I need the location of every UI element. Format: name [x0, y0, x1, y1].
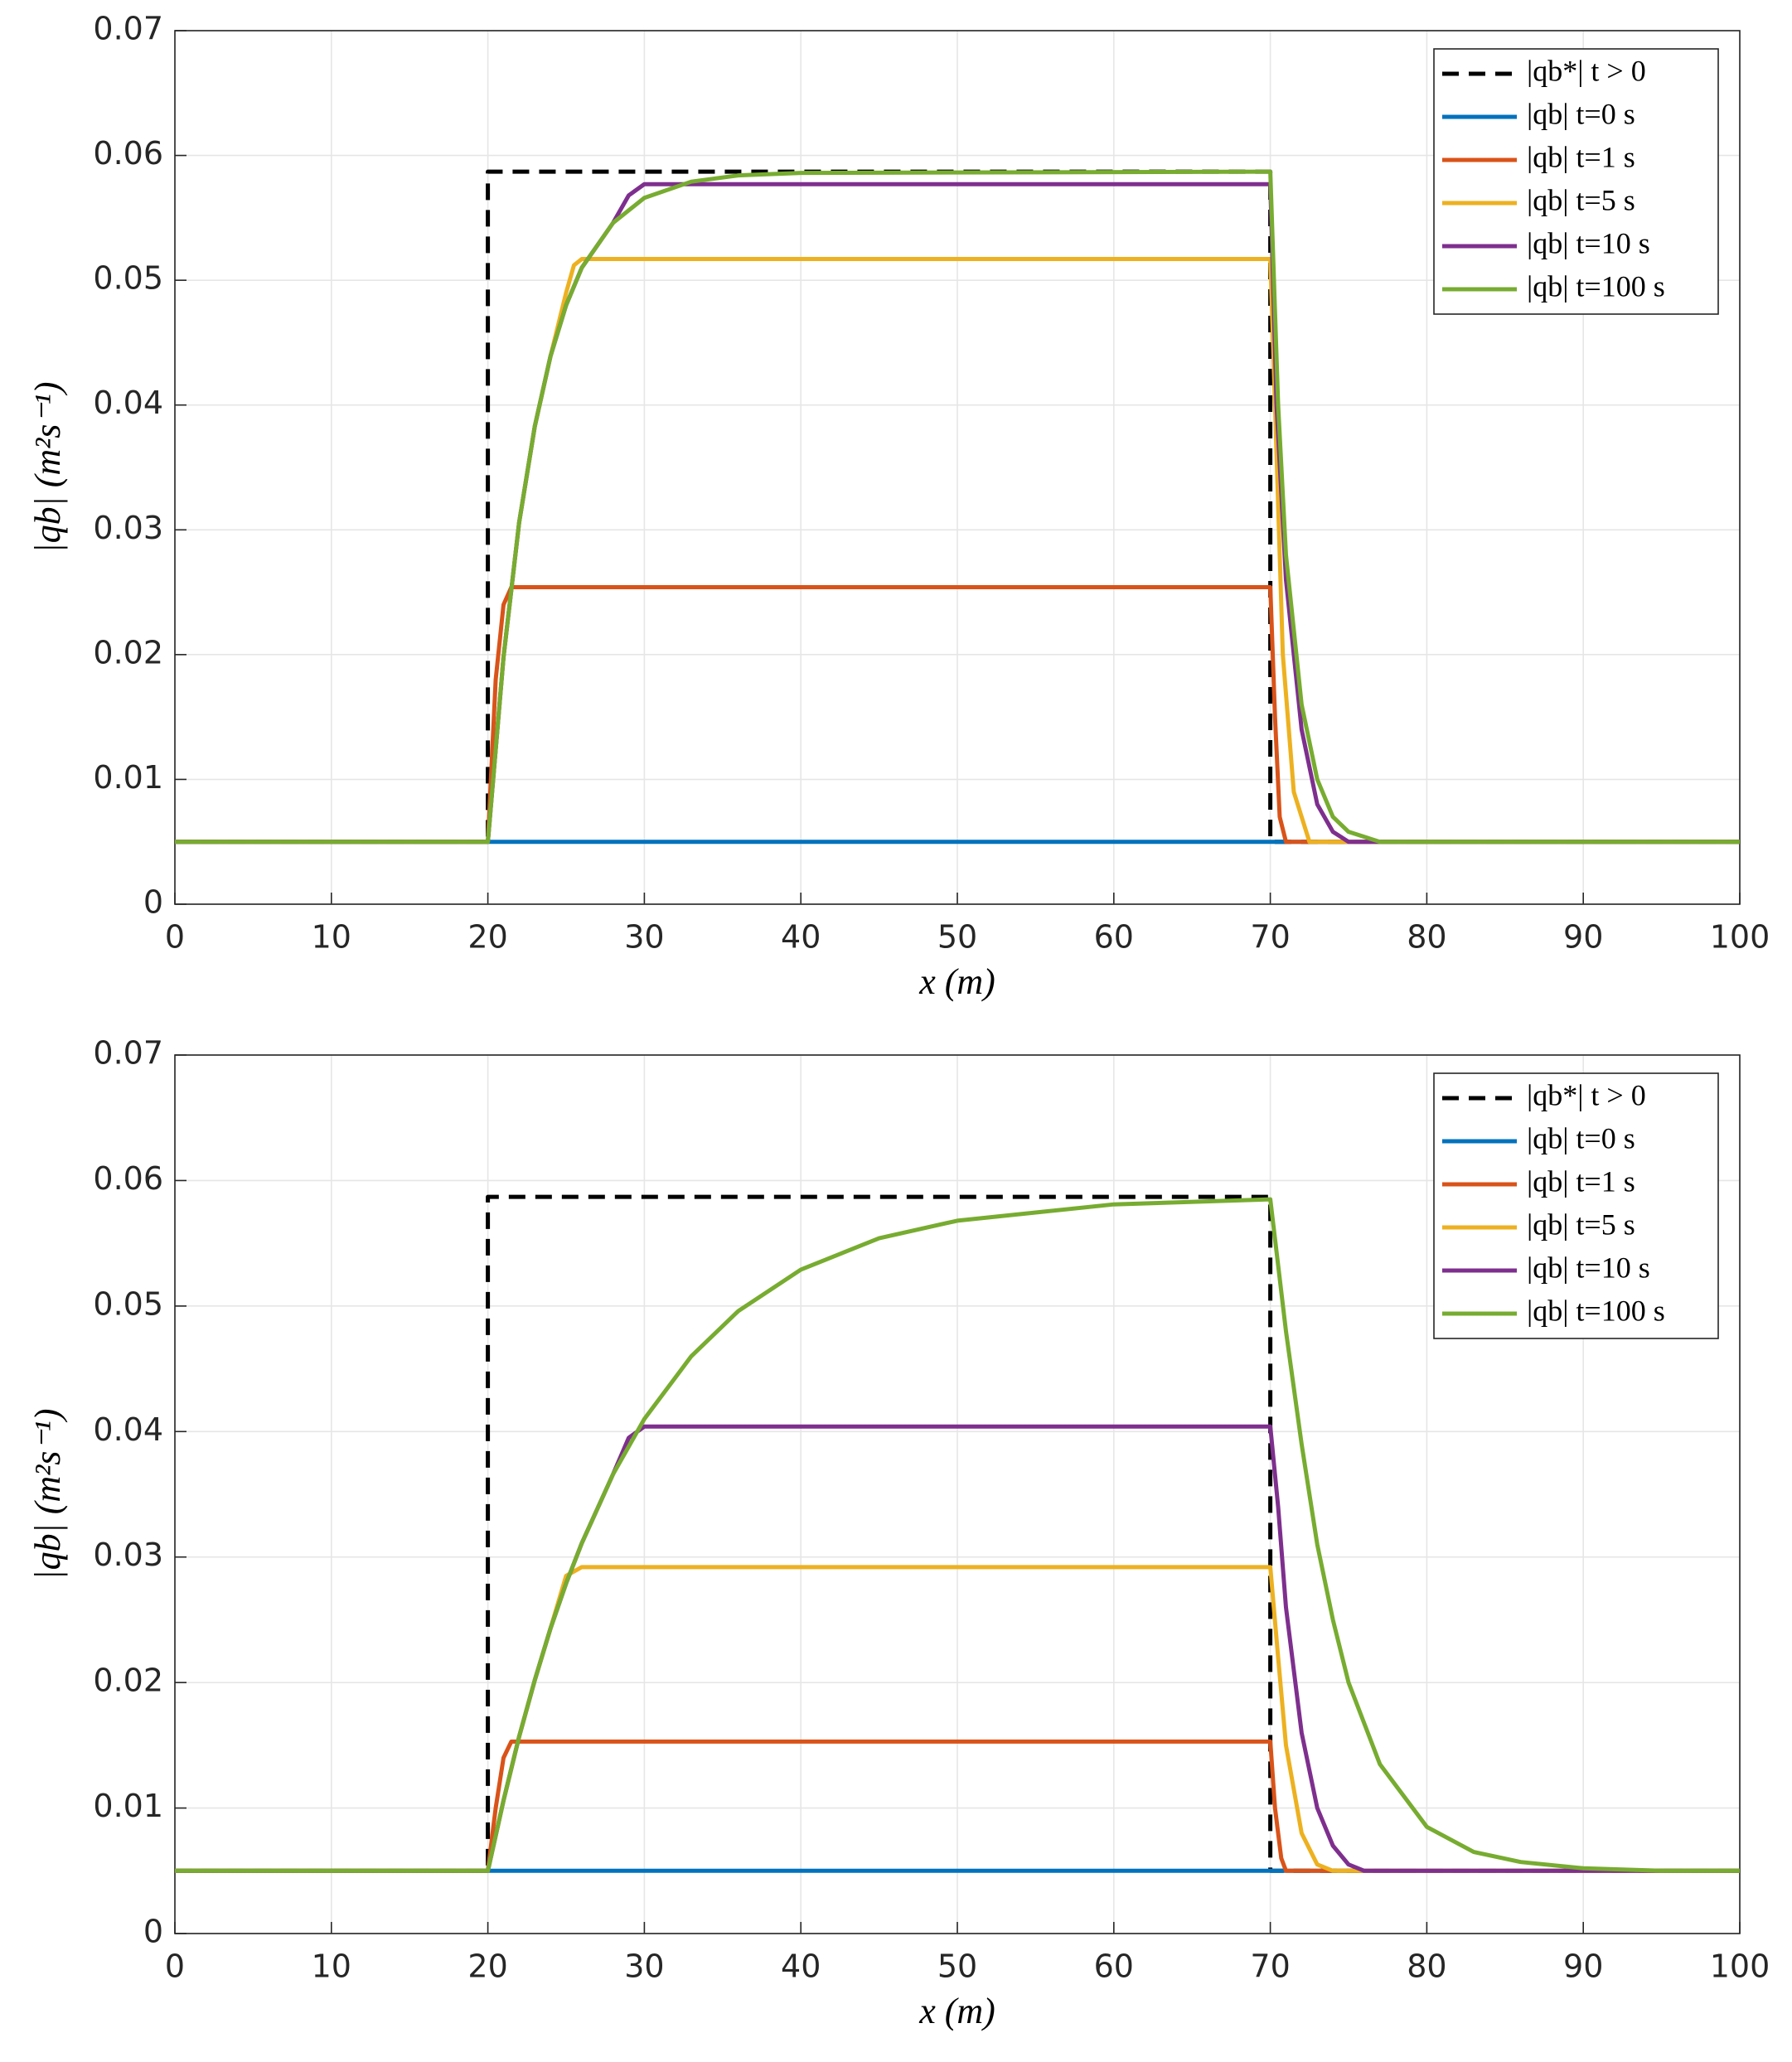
x-tick-label: 70 [1250, 1948, 1290, 1985]
y-tick-label: 0.05 [93, 1285, 163, 1322]
x-tick-label: 50 [937, 1948, 977, 1985]
x-axis-label: x (m) [918, 961, 995, 1002]
legend-label: |qb| t=1 s [1527, 140, 1635, 173]
x-tick-label: 60 [1094, 1948, 1134, 1985]
x-tick-label: 30 [624, 1948, 664, 1985]
y-tick-label: 0.07 [93, 1035, 163, 1072]
y-tick-label: 0.03 [93, 1537, 163, 1573]
legend-label: |qb*| t > 0 [1527, 1078, 1646, 1111]
x-tick-label: 100 [1710, 919, 1770, 956]
y-tick-label: 0.01 [93, 1788, 163, 1824]
chart: 0 10 20 30 40 50 60 70 80 90 100 0 0.01 0.02 0.03 0.04 0… [27, 11, 1770, 1003]
y-tick-label: 0 [143, 884, 163, 921]
legend-label: |qb| t=100 s [1527, 269, 1665, 303]
legend: |qb*| t > 0 |qb| t=0 s |qb| t=1 s |qb| t=5 … [1433, 48, 1719, 315]
x-tick-label: 10 [312, 1948, 351, 1985]
legend-label: |qb| t=0 s [1527, 97, 1635, 130]
line-series [175, 1739, 1740, 1873]
legend-label: |qb| t=5 s [1527, 1208, 1635, 1241]
y-tick-label: 0.04 [93, 1411, 163, 1448]
legend-label: |qb| t=10 s [1527, 1251, 1650, 1284]
y-tick-label: 0.01 [93, 759, 163, 796]
legend-label: |qb| t=5 s [1527, 183, 1635, 216]
axes-frame [174, 1054, 1741, 1934]
y-tick-label: 0.02 [93, 1663, 163, 1699]
legend-label: |qb| t=100 s [1527, 1294, 1665, 1327]
x-tick-label: 40 [781, 919, 821, 956]
x-tick-label: 90 [1563, 919, 1603, 956]
y-tick-label: 0.07 [93, 11, 163, 47]
legend-label: |qb*| t > 0 [1527, 54, 1646, 87]
y-tick-label: 0.05 [93, 260, 163, 297]
axes-frame [174, 30, 1741, 905]
x-tick-label: 100 [1710, 1948, 1770, 1985]
x-tick-label: 80 [1407, 919, 1446, 956]
legend: |qb*| t > 0 |qb| t=0 s |qb| t=1 s |qb| t=5 … [1433, 1072, 1719, 1339]
legend-label: |qb| t=1 s [1527, 1164, 1635, 1198]
legend-box [1433, 1072, 1719, 1339]
x-tick-label: 40 [781, 1948, 821, 1985]
line-series [175, 169, 1740, 845]
y-tick-label: 0.02 [93, 634, 163, 670]
y-tick-label: 0.04 [93, 385, 163, 421]
x-tick-label: 90 [1563, 1948, 1603, 1985]
y-axis-label: |qb| (m²s⁻¹) [27, 381, 68, 553]
x-tick-label: 20 [467, 919, 507, 956]
chart: 0 10 20 30 40 50 60 70 80 90 100 0 0.01 0.02 0.03 0.04 0… [27, 1035, 1770, 2032]
x-axis-label: x (m) [918, 1991, 995, 2031]
x-tick-label: 70 [1250, 919, 1290, 956]
x-tick-label: 0 [165, 1948, 185, 1985]
x-tick-label: 20 [467, 1948, 507, 1985]
legend-label: |qb| t=10 s [1527, 226, 1650, 259]
y-axis-label: |qb| (m²s⁻¹) [27, 1408, 68, 1580]
legend-label: |qb| t=0 s [1527, 1121, 1635, 1154]
x-tick-label: 30 [624, 919, 664, 956]
line-series [175, 1197, 1740, 1873]
legend-box [1433, 48, 1719, 315]
y-tick-label: 0 [143, 1914, 163, 1950]
x-tick-label: 60 [1094, 919, 1134, 956]
x-tick-label: 50 [937, 919, 977, 956]
x-tick-label: 10 [312, 919, 351, 956]
line-series [175, 585, 1740, 845]
x-tick-label: 0 [165, 919, 185, 956]
y-tick-label: 0.03 [93, 510, 163, 546]
y-tick-label: 0.06 [93, 135, 163, 172]
x-tick-label: 80 [1407, 1948, 1446, 1985]
y-tick-label: 0.06 [93, 1160, 163, 1197]
